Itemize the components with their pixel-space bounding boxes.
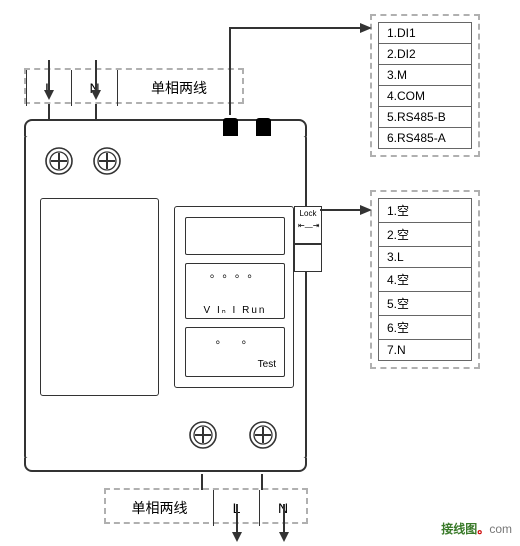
- arrow-out-L: [232, 504, 242, 546]
- subpanel-a: [185, 217, 285, 255]
- callout-bottom-row: 1.空: [379, 199, 471, 223]
- arrow-in-N: [91, 60, 101, 102]
- breaker-device: ｡｡｡｡ V Iₙ I Run ｡ ｡ Test Lock ⇤⎼⇥: [24, 134, 307, 460]
- callout-top-row: 6.RS485-A: [379, 128, 471, 148]
- callout-top-list: 1.DI1 2.DI2 3.M 4.COM 5.RS485-B 6.RS485-…: [378, 22, 472, 149]
- socket-right: [256, 118, 271, 136]
- arrow-in-L: [44, 60, 54, 102]
- top-input-strip: L N 单相两线: [24, 68, 244, 104]
- wm-c: com: [489, 522, 512, 536]
- callout-bottom-row: 7.N: [379, 340, 471, 360]
- watermark: 接线图。com: [441, 520, 512, 537]
- subpanel-b: ｡｡｡｡ V Iₙ I Run: [185, 263, 285, 319]
- callout-top-row: 4.COM: [379, 86, 471, 107]
- callout-top-row: 3.M: [379, 65, 471, 86]
- screw-top-1: [44, 146, 74, 176]
- callout-bottom-row: 4.空: [379, 268, 471, 292]
- screw-top-2: [92, 146, 122, 176]
- screw-bot-2: [248, 420, 278, 450]
- socket-left: [223, 118, 238, 136]
- callout-top: 1.DI1 2.DI2 3.M 4.COM 5.RS485-B 6.RS485-…: [370, 14, 480, 157]
- top-mode-label: 单相两线: [118, 70, 240, 106]
- stub-out-N: [257, 474, 267, 490]
- panel-right: ｡｡｡｡ V Iₙ I Run ｡ ｡ Test: [174, 206, 294, 388]
- lock-label: Lock: [300, 209, 317, 218]
- callout-bottom-row: 5.空: [379, 292, 471, 316]
- test-label: Test: [258, 359, 276, 370]
- device-bottom-lip: [24, 458, 307, 472]
- panel-left: [40, 198, 159, 396]
- indicator-labels: V Iₙ I Run: [186, 304, 284, 318]
- callout-bottom-list: 1.空 2.空 3.L 4.空 5.空 6.空 7.N: [378, 198, 472, 361]
- callout-top-row: 2.DI2: [379, 44, 471, 65]
- bottom-mode-label: 单相两线: [106, 490, 214, 526]
- indicator-dots: ｡｡｡｡: [186, 270, 284, 280]
- arrow-out-N: [279, 504, 289, 546]
- subpanel-c-dots: ｡ ｡: [186, 336, 284, 346]
- lock-glyph: ⇤⎼⇥: [298, 222, 318, 230]
- bottom-output-strip: 单相两线 L N: [104, 488, 308, 524]
- callout-bottom-row: 3.L: [379, 247, 471, 268]
- subpanel-c: ｡ ｡ Test: [185, 327, 285, 377]
- callout-bottom-row: 2.空: [379, 223, 471, 247]
- screw-bot-1: [188, 420, 218, 450]
- callout-top-row: 5.RS485-B: [379, 107, 471, 128]
- wm-a: 接线图: [441, 522, 477, 536]
- stub-out-L: [197, 474, 207, 490]
- lock-tile-2: [294, 244, 322, 272]
- callout-top-row: 1.DI1: [379, 23, 471, 44]
- wm-b: 。: [477, 522, 489, 536]
- lock-tile: Lock ⇤⎼⇥: [294, 206, 322, 244]
- wiring-diagram: L N 单相两线 ｡｡｡｡ V Iₙ I Run ｡ ｡ Test: [0, 0, 520, 543]
- callout-bottom-row: 6.空: [379, 316, 471, 340]
- callout-bottom: 1.空 2.空 3.L 4.空 5.空 6.空 7.N: [370, 190, 480, 369]
